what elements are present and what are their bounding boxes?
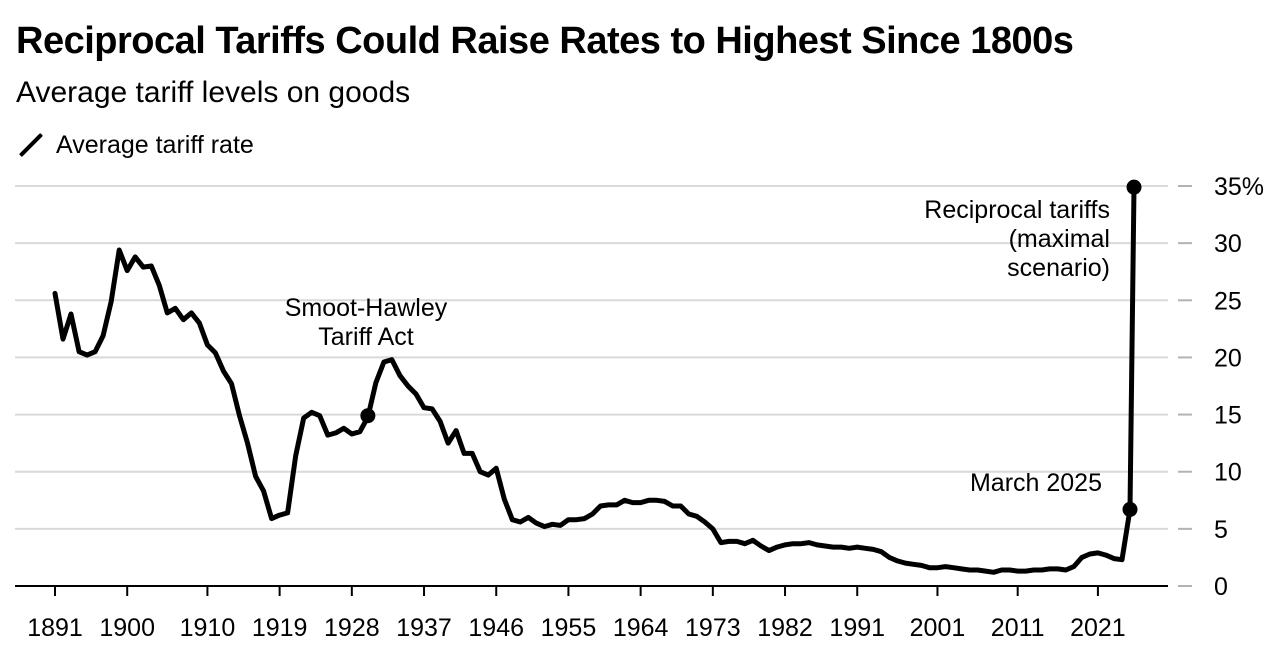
x-tick-label: 1946	[468, 614, 524, 642]
chart-title: Reciprocal Tariffs Could Raise Rates to …	[16, 20, 1074, 62]
x-tick-label: 1937	[396, 614, 452, 642]
y-tick-label: 15	[1214, 402, 1242, 430]
y-tick-label: 35%	[1214, 173, 1264, 201]
x-tick-label: 1928	[324, 614, 380, 642]
y-axis: 0 5 10 15 20 25 30 35%	[1178, 173, 1264, 601]
data-point-marker	[360, 408, 376, 424]
y-tick-label: 0	[1214, 573, 1228, 601]
annotation-label: Smoot-Hawley	[285, 294, 448, 322]
x-tick-label: 1955	[541, 614, 597, 642]
x-tick-label: 2011	[991, 614, 1045, 642]
x-tick-label: 1973	[685, 614, 741, 642]
y-tick-label: 20	[1214, 344, 1242, 372]
legend: Average tariff rate	[18, 130, 254, 160]
annotation-label: Reciprocal tariffs	[924, 196, 1110, 224]
data-point-marker	[1126, 179, 1142, 195]
chart-subtitle: Average tariff levels on goods	[16, 76, 411, 109]
annotation-label: March 2025	[970, 469, 1102, 497]
x-tick-label: 1910	[180, 614, 236, 642]
annotation-label: scenario)	[1007, 254, 1110, 282]
y-tick-label: 5	[1214, 516, 1228, 544]
x-tick-label: 1919	[252, 614, 308, 642]
x-tick-label: 1982	[757, 614, 813, 642]
x-tick-label: 1891	[27, 614, 83, 642]
y-tick-label: 30	[1214, 230, 1242, 258]
annotation-label: Tariff Act	[318, 323, 413, 351]
markers-layer	[360, 179, 1142, 517]
grid-lines	[15, 185, 1168, 530]
y-tick-label: 25	[1214, 287, 1242, 315]
x-tick-label: 1900	[99, 614, 155, 642]
x-tick-label: 1991	[829, 614, 885, 642]
x-tick-label: 2021	[1070, 614, 1126, 642]
legend-label: Average tariff rate	[56, 130, 254, 159]
annotation-label: (maximal	[1009, 225, 1110, 253]
series-layer	[52, 184, 1137, 575]
series-line	[52, 184, 1137, 575]
data-point-marker	[1122, 501, 1138, 517]
x-tick-label: 2001	[910, 614, 966, 642]
x-axis-labels: 1891 1900 1910 1919 1928 1937 1946 1955 1964 1973…	[27, 586, 1126, 642]
x-tick-label: 1964	[613, 614, 669, 642]
y-tick-label: 10	[1214, 459, 1242, 487]
